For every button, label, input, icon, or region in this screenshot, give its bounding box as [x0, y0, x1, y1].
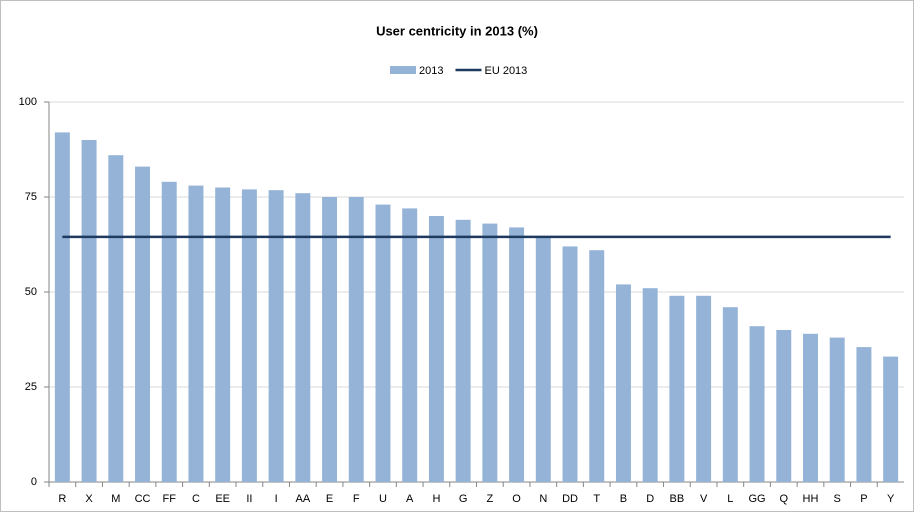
bar — [54, 132, 70, 482]
bar — [749, 326, 765, 482]
x-tick-label: FF — [163, 493, 177, 505]
bar — [348, 197, 364, 482]
x-tick-label: U — [379, 493, 387, 505]
x-tick-label: II — [246, 493, 252, 505]
bar — [856, 347, 872, 482]
x-tick-label: Y — [887, 493, 895, 505]
x-tick-label: V — [700, 493, 708, 505]
bar — [615, 284, 631, 482]
bar — [322, 197, 338, 482]
y-tick-label: 25 — [25, 381, 37, 393]
bar — [509, 227, 525, 482]
bar — [803, 333, 818, 482]
legend: 2013 EU 2013 — [390, 65, 527, 77]
x-tick-label: HH — [803, 493, 819, 505]
bar — [295, 193, 311, 482]
x-tick-label: Z — [486, 493, 493, 505]
bar — [108, 155, 124, 482]
x-tick-label: M — [111, 493, 120, 505]
bar — [135, 166, 150, 482]
bar — [81, 140, 97, 482]
bar — [562, 246, 578, 482]
x-tick-label: D — [646, 493, 654, 505]
x-tick-label: F — [353, 493, 360, 505]
bar — [589, 250, 605, 482]
bar — [241, 189, 257, 482]
x-tick-label: GG — [748, 493, 765, 505]
x-tick-label: G — [459, 493, 468, 505]
bar — [776, 330, 792, 482]
bar — [268, 190, 284, 482]
x-tick-label: X — [85, 493, 93, 505]
x-tick-label: N — [539, 493, 547, 505]
bar — [402, 208, 418, 482]
x-tick-label: AA — [295, 493, 310, 505]
x-tick-label: T — [593, 493, 600, 505]
x-tick-label: B — [620, 493, 627, 505]
bar — [669, 295, 685, 482]
bar — [829, 337, 845, 482]
x-tick-label: P — [860, 493, 867, 505]
x-tick-label: EE — [215, 493, 230, 505]
x-tick-label: O — [512, 493, 521, 505]
bar — [455, 219, 471, 483]
legend-label: 2013 — [419, 65, 443, 77]
bar — [722, 307, 738, 482]
y-tick-label: 75 — [25, 191, 37, 203]
bar — [188, 185, 204, 482]
y-tick-label: 50 — [25, 286, 37, 298]
chart-title: User centricity in 2013 (%) — [376, 23, 538, 38]
bar — [428, 216, 444, 482]
legend-swatch — [390, 66, 416, 74]
x-tick-label: CC — [135, 493, 151, 505]
x-tick-label: Q — [779, 493, 788, 505]
legend-label: EU 2013 — [484, 65, 527, 77]
bar — [375, 204, 391, 482]
bar — [161, 181, 177, 483]
bar — [642, 288, 658, 482]
bar — [696, 295, 712, 482]
bar — [215, 187, 231, 482]
bar — [482, 223, 498, 482]
x-tick-label: S — [834, 493, 841, 505]
x-tick-label: R — [58, 493, 66, 505]
x-tick-label: A — [406, 493, 414, 505]
bar — [883, 356, 899, 482]
x-tick-label: DD — [562, 493, 578, 505]
bar — [535, 236, 551, 482]
x-tick-label: C — [192, 493, 200, 505]
x-tick-label: H — [432, 493, 440, 505]
y-tick-label: 0 — [31, 476, 37, 488]
x-tick-label: BB — [670, 493, 685, 505]
x-tick-label: L — [727, 493, 733, 505]
x-tick-label: I — [275, 493, 278, 505]
x-tick-label: E — [326, 493, 333, 505]
y-tick-label: 100 — [19, 96, 37, 108]
